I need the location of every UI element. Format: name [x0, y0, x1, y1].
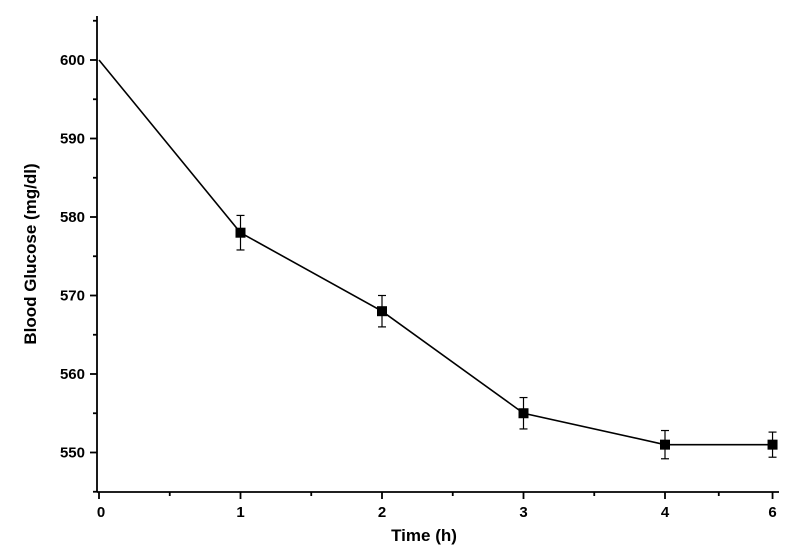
data-point-marker — [518, 408, 529, 419]
series-layer — [98, 59, 778, 460]
series-line — [98, 59, 773, 446]
data-point-marker — [767, 439, 778, 450]
x-tick-label: 6 — [768, 504, 776, 521]
x-tick-label: 3 — [519, 504, 527, 521]
y-tick-label: 550 — [60, 445, 85, 462]
x-ticks: 0 1 2 3 4 6 — [97, 492, 777, 521]
data-point-marker — [660, 439, 670, 450]
x-tick-label: 2 — [378, 504, 386, 521]
y-tick-label: 580 — [60, 209, 85, 226]
y-axis-title: Blood Glucose (mg/dl) — [21, 163, 40, 344]
axes — [96, 16, 779, 493]
y-tick-label: 600 — [60, 52, 85, 69]
x-tick-label: 0 — [97, 504, 105, 521]
x-tick-label: 1 — [236, 504, 244, 521]
x-axis-title: Time (h) — [391, 526, 457, 545]
y-tick-label: 570 — [60, 288, 85, 305]
data-point-marker — [377, 306, 387, 317]
y-tick-label: 590 — [60, 131, 85, 148]
y-ticks: 550 560 570 580 590 600 — [60, 19, 97, 493]
x-tick-label: 4 — [661, 504, 670, 521]
data-point-marker — [235, 227, 246, 238]
y-tick-label: 560 — [60, 366, 85, 383]
